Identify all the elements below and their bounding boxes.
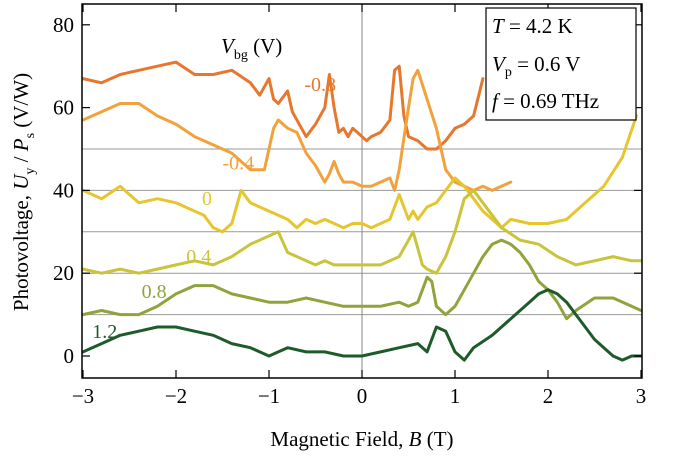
series-label: -0.4: [223, 153, 255, 175]
x-tick-label: −3: [72, 384, 94, 408]
legend-title-var: V: [221, 34, 236, 58]
x-tick-label: −2: [165, 384, 187, 408]
y-tick-label: 60: [53, 96, 74, 120]
y-tick-label: 0: [64, 344, 75, 368]
y-tick-label: 20: [53, 261, 74, 285]
series-labels: -0.8 -0.4 0 0.4 0.8 1.2: [92, 74, 336, 343]
axis-ticks: −3 −2 −1 0 1 2 3 0 20 40 60 80: [53, 4, 646, 408]
x-axis-title: Magnetic Field, B (T): [270, 427, 453, 451]
series-label: 0.4: [186, 246, 211, 268]
parameter-box: T = 4.2 K Vp = 0.6 V f = 0.69 THz: [485, 7, 637, 121]
series-line-vbg--0.4: [81, 68, 513, 192]
x-tick-label: −1: [258, 384, 280, 408]
y-tick-label: 80: [53, 13, 74, 37]
series-line-vbg-0.4: [81, 188, 643, 275]
param-frequency: f = 0.69 THz: [492, 89, 599, 113]
series-label: -0.8: [304, 74, 336, 96]
x-tick-label: 0: [357, 384, 368, 408]
series-label: 0.8: [142, 281, 167, 303]
series-label: 1.2: [92, 321, 117, 343]
series-line-vbg--0.8: [81, 60, 485, 151]
param-probe-voltage: Vp = 0.6 V: [492, 52, 580, 80]
param-temperature: T = 4.2 K: [492, 14, 573, 38]
y-tick-label: 40: [53, 178, 74, 202]
parameter-box-frame: [485, 7, 637, 121]
series-label: 0: [202, 188, 212, 210]
x-tick-label: 2: [543, 384, 554, 408]
x-tick-label: 3: [636, 384, 647, 408]
x-tick-label: 1: [450, 384, 461, 408]
legend-title: Vbg (V): [221, 34, 282, 63]
legend-title-unit: (V): [248, 34, 282, 58]
series-group: [81, 60, 643, 362]
y-axis-title: Photovoltage, Uy / Ps (V/W): [9, 73, 38, 311]
series-line-vbg-1.2: [81, 288, 643, 362]
legend-title-sub: bg: [234, 48, 248, 63]
